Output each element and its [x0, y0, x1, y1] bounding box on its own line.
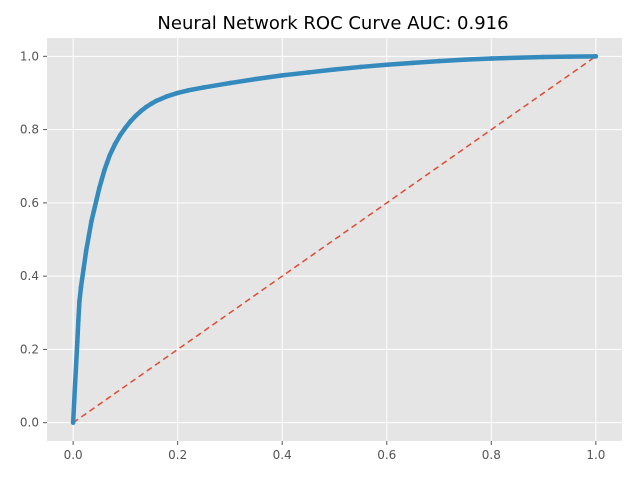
roc-point — [149, 101, 154, 106]
x-axis: 0.0 0.2 0.4 0.6 0.8 1.0 — [64, 441, 605, 462]
roc-point — [73, 369, 79, 374]
y-axis: 0.0 0.2 0.4 0.6 0.8 1.0 — [20, 49, 47, 430]
roc-point — [384, 62, 390, 68]
grid-lines — [47, 38, 622, 441]
roc-point — [154, 98, 160, 103]
roc-point — [541, 54, 546, 60]
x-tick-label: 0.4 — [273, 448, 292, 462]
roc-point — [102, 167, 107, 173]
roc-point — [77, 299, 82, 305]
roc-point — [185, 88, 191, 93]
roc-point — [96, 185, 102, 191]
x-tick-label: 0.2 — [168, 448, 187, 462]
y-tick-label: 0.2 — [20, 342, 39, 356]
y-tick-label: 0.6 — [20, 196, 39, 210]
roc-point — [306, 70, 311, 75]
roc-point — [567, 54, 573, 59]
roc-point — [78, 284, 84, 290]
roc-point — [91, 207, 97, 213]
x-tick-label: 0.8 — [482, 448, 501, 462]
roc-point — [70, 420, 76, 425]
y-tick-label: 0.4 — [20, 269, 39, 283]
roc-point — [201, 85, 207, 90]
chart-title: Neural Network ROC Curve AUC: 0.916 — [157, 13, 508, 34]
roc-point — [99, 176, 105, 182]
roc-point — [332, 67, 337, 72]
x-tick-label: 1.0 — [586, 448, 605, 462]
roc-point — [83, 248, 89, 253]
roc-point — [358, 64, 363, 70]
chance-line — [72, 55, 597, 424]
y-tick-label: 1.0 — [20, 49, 39, 63]
roc-point — [164, 93, 170, 99]
roc-point — [253, 76, 259, 82]
roc-point — [133, 113, 139, 118]
roc-point — [515, 55, 520, 61]
roc-point — [462, 57, 468, 62]
roc-point — [89, 218, 94, 224]
roc-point — [128, 118, 133, 124]
roc-curve-line — [70, 54, 599, 425]
roc-point — [144, 104, 149, 110]
x-tick-label: 0.6 — [377, 448, 396, 462]
roc-point — [110, 147, 115, 153]
y-tick-label: 0.8 — [20, 123, 39, 137]
roc-point — [489, 56, 494, 61]
roc-point — [112, 141, 118, 147]
roc-point — [279, 73, 285, 78]
roc-point — [81, 266, 86, 272]
roc-point — [436, 58, 442, 64]
roc-point — [94, 196, 99, 202]
x-tick-label: 0.0 — [64, 448, 83, 462]
roc-point — [227, 80, 233, 86]
roc-point — [138, 108, 144, 114]
roc-point — [75, 339, 80, 345]
roc-point — [104, 160, 110, 165]
y-tick-label: 0.0 — [20, 416, 39, 430]
roc-point — [175, 90, 180, 96]
roc-point — [117, 132, 123, 138]
roc-point — [107, 152, 113, 158]
series-layer — [70, 54, 599, 425]
roc-point — [123, 125, 128, 131]
roc-point — [86, 233, 92, 239]
roc-point — [410, 60, 416, 66]
roc-point — [76, 317, 81, 323]
roc-point — [593, 54, 599, 59]
